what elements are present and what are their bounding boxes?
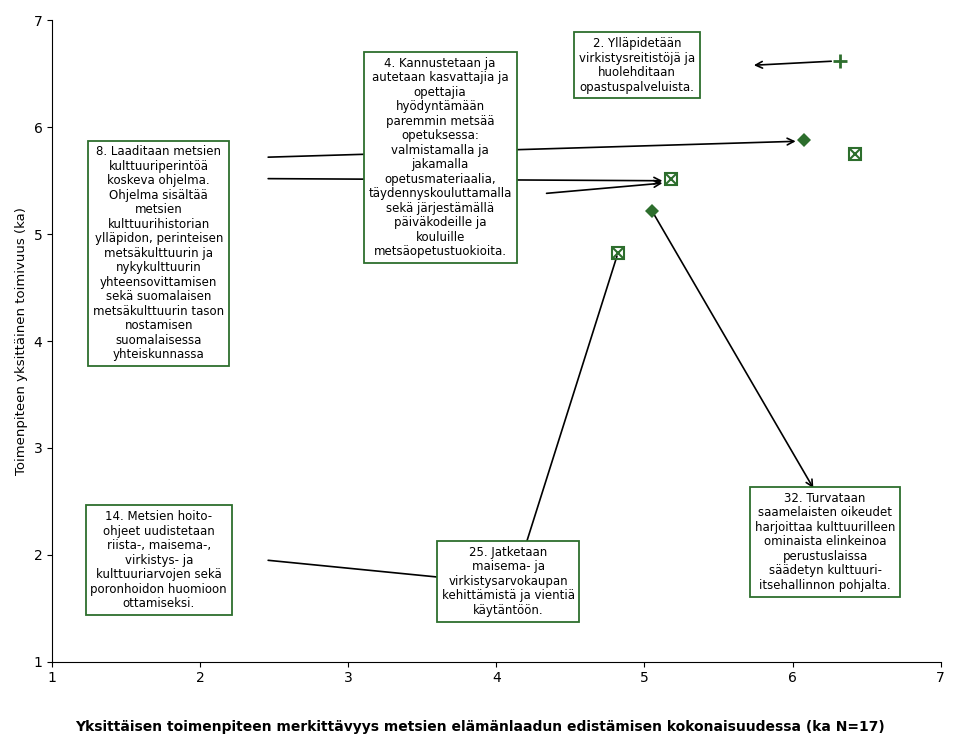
Text: 2. Ylläpidetään
virkistysreitistöjä ja
huolehditaan
opastuspalveluista.: 2. Ylläpidetään virkistysreitistöjä ja h… (579, 37, 695, 93)
Text: Yksittäisen toimenpiteen merkittävyys metsien elämänlaadun edistämisen kokonaisu: Yksittäisen toimenpiteen merkittävyys me… (75, 720, 885, 734)
Text: 4. Kannustetaan ja
autetaan kasvattajia ja
opettajia
hyödyntämään
paremmin metsä: 4. Kannustetaan ja autetaan kasvattajia … (369, 56, 512, 258)
Text: 25. Jatketaan
maisema- ja
virkistysarvokaupan
kehittämistä ja vientiä
käytäntöön: 25. Jatketaan maisema- ja virkistysarvok… (442, 546, 575, 617)
Text: 14. Metsien hoito-
ohjeet uudistetaan
riista-, maisema-,
virkistys- ja
kulttuuri: 14. Metsien hoito- ohjeet uudistetaan ri… (90, 510, 228, 610)
Text: 8. Laaditaan metsien
kulttuuriperintöä
koskeva ohjelma.
Ohjelma sisältää
metsien: 8. Laaditaan metsien kulttuuriperintöä k… (93, 145, 225, 362)
Y-axis label: Toimenpiteen yksittäinen toimivuus (ka): Toimenpiteen yksittäinen toimivuus (ka) (15, 207, 28, 475)
Text: 32. Turvataan
saamelaisten oikeudet
harjoittaa kulttuurilleen
ominaista elinkein: 32. Turvataan saamelaisten oikeudet harj… (755, 492, 896, 592)
